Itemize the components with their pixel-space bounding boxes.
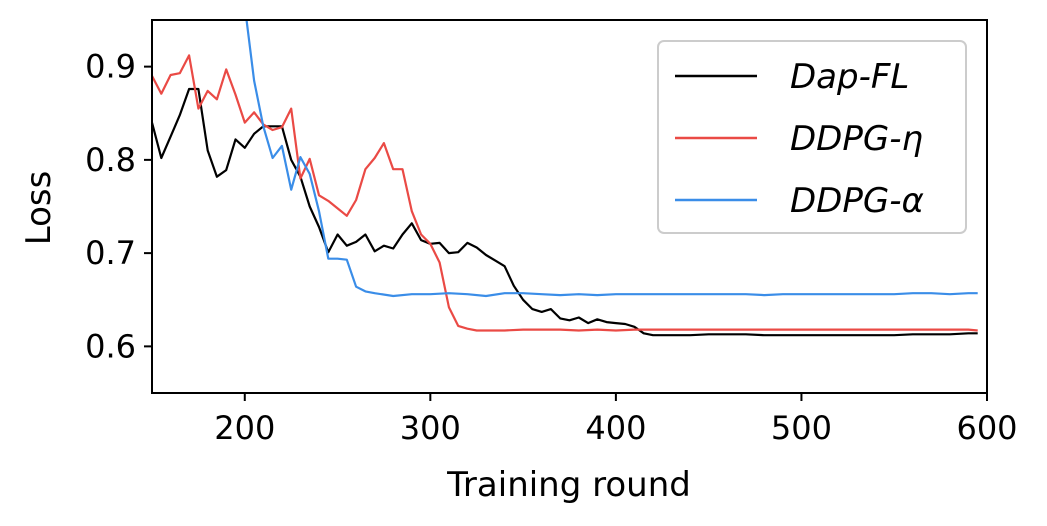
y-axis-label: Loss — [19, 171, 59, 246]
series-layer — [152, 20, 978, 337]
legend-frame — [657, 40, 967, 234]
plot-frame — [151, 19, 988, 394]
x-tick-label: 400 — [585, 409, 646, 447]
y-tick-label: 0.8 — [85, 141, 136, 179]
series-line-2 — [245, 20, 978, 298]
legend: Dap-FL DDPG-η DDPG-α — [657, 40, 967, 234]
legend-label-1: DDPG-η — [790, 119, 923, 159]
x-axis-label: Training round — [446, 465, 691, 505]
series-line-1 — [152, 54, 978, 332]
y-tick-label: 0.9 — [85, 48, 136, 86]
y-tick-label: 0.6 — [85, 327, 136, 365]
legend-entries: Dap-FL DDPG-η DDPG-α — [675, 57, 924, 221]
legend-label-0: Dap-FL — [790, 57, 909, 97]
legend-label-2: DDPG-α — [790, 181, 924, 221]
x-tick-label: 200 — [214, 409, 275, 447]
x-tick-label: 600 — [956, 409, 1017, 447]
x-tick-label: 300 — [400, 409, 461, 447]
y-tick-label: 0.7 — [85, 234, 136, 272]
x-tick-label: 500 — [771, 409, 832, 447]
ticks-layer: 200 300 400 500 600 0.6 0.7 0.8 0.9 — [85, 48, 1017, 447]
